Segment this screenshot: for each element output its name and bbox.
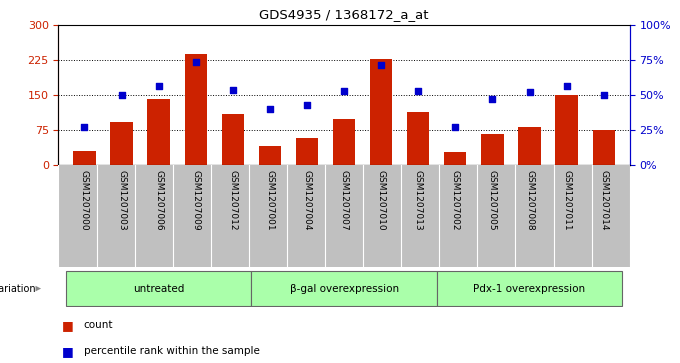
Text: β-gal overexpression: β-gal overexpression: [290, 284, 398, 294]
Text: GSM1207013: GSM1207013: [413, 170, 423, 231]
Text: GSM1207010: GSM1207010: [377, 170, 386, 231]
Text: Pdx-1 overexpression: Pdx-1 overexpression: [473, 284, 585, 294]
Text: GSM1207007: GSM1207007: [339, 170, 349, 231]
Text: count: count: [84, 320, 113, 330]
Text: GSM1207002: GSM1207002: [451, 170, 460, 231]
Bar: [110, 122, 133, 165]
Text: percentile rank within the sample: percentile rank within the sample: [84, 346, 260, 356]
Bar: [370, 59, 392, 165]
Text: GSM1207000: GSM1207000: [80, 170, 89, 231]
Text: GSM1207012: GSM1207012: [228, 170, 237, 231]
Bar: [592, 130, 615, 165]
Bar: [333, 119, 355, 165]
Point: [265, 106, 275, 112]
Text: GSM1207006: GSM1207006: [154, 170, 163, 231]
Point: [524, 90, 535, 95]
Bar: [444, 152, 466, 165]
Bar: [73, 151, 96, 165]
Bar: [437, 271, 622, 306]
Point: [487, 97, 498, 102]
Point: [339, 88, 350, 94]
Point: [153, 83, 164, 89]
Bar: [259, 146, 281, 165]
Bar: [222, 114, 244, 165]
Bar: [518, 127, 541, 165]
Text: GSM1207008: GSM1207008: [525, 170, 534, 231]
Text: untreated: untreated: [133, 284, 184, 294]
Bar: [184, 54, 207, 165]
Text: GSM1207011: GSM1207011: [562, 170, 571, 231]
Point: [376, 62, 387, 68]
Text: GSM1207004: GSM1207004: [303, 170, 311, 231]
Text: GSM1207009: GSM1207009: [191, 170, 200, 231]
Point: [450, 125, 461, 130]
Point: [598, 92, 609, 98]
Bar: [407, 111, 429, 165]
Bar: [66, 271, 252, 306]
Text: genotype/variation: genotype/variation: [0, 284, 36, 294]
Text: GSM1207001: GSM1207001: [265, 170, 275, 231]
Title: GDS4935 / 1368172_a_at: GDS4935 / 1368172_a_at: [259, 8, 429, 21]
Text: ■: ■: [62, 345, 73, 358]
Bar: [296, 138, 318, 165]
Point: [561, 83, 572, 89]
Point: [413, 88, 424, 94]
Point: [116, 92, 127, 98]
Text: GSM1207014: GSM1207014: [599, 170, 608, 231]
Text: ■: ■: [62, 319, 73, 332]
Bar: [252, 271, 437, 306]
Bar: [481, 134, 504, 165]
Text: GSM1207003: GSM1207003: [117, 170, 126, 231]
Bar: [556, 95, 578, 165]
Text: GSM1207005: GSM1207005: [488, 170, 497, 231]
Point: [227, 87, 238, 93]
Point: [301, 102, 312, 108]
Point: [190, 59, 201, 65]
Bar: [148, 98, 170, 165]
Point: [79, 125, 90, 130]
